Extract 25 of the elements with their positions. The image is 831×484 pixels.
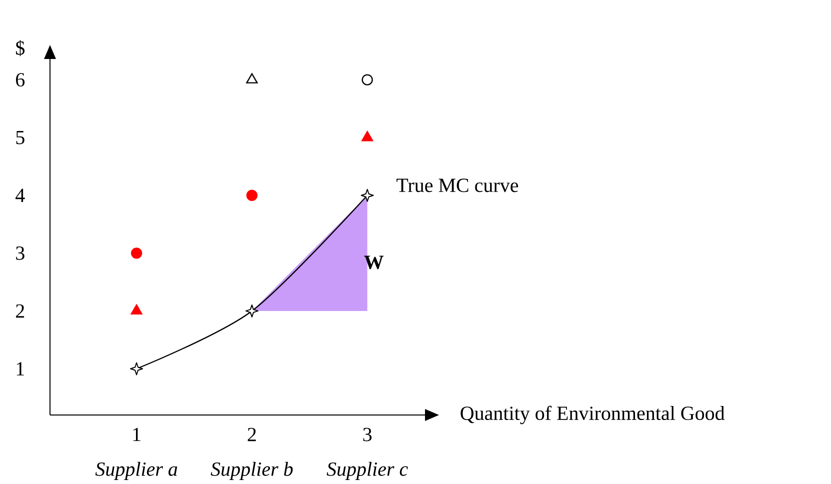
y-axis-title: $: [16, 40, 25, 56]
text: Supplier c: [326, 462, 408, 480]
text: Supplier a: [95, 462, 178, 480]
point: [246, 73, 258, 84]
point: [245, 304, 258, 318]
y-tick-label: 4: [16, 188, 25, 202]
point: [246, 190, 258, 201]
y-tick-label: 2: [16, 304, 24, 318]
series-label: W: [364, 256, 384, 270]
x-tick-label: 3: [363, 428, 372, 442]
y-tick-label: 1: [16, 362, 24, 376]
y-tick-label: 6: [16, 73, 25, 87]
point: [362, 130, 374, 142]
point: [130, 248, 142, 259]
point: [360, 188, 374, 202]
x-tick-label: 1: [133, 428, 140, 442]
x-tick-label: 2: [248, 428, 256, 442]
x-axis-title: Quantity of Environmental Good: [460, 406, 725, 424]
point: [130, 304, 142, 315]
point: [362, 74, 373, 86]
series-label: True MC curve: [396, 178, 518, 192]
point: [130, 362, 144, 376]
y-tick-label: 3: [16, 246, 24, 260]
text: Supplier b: [210, 462, 293, 480]
y-tick-label: 5: [16, 130, 24, 144]
